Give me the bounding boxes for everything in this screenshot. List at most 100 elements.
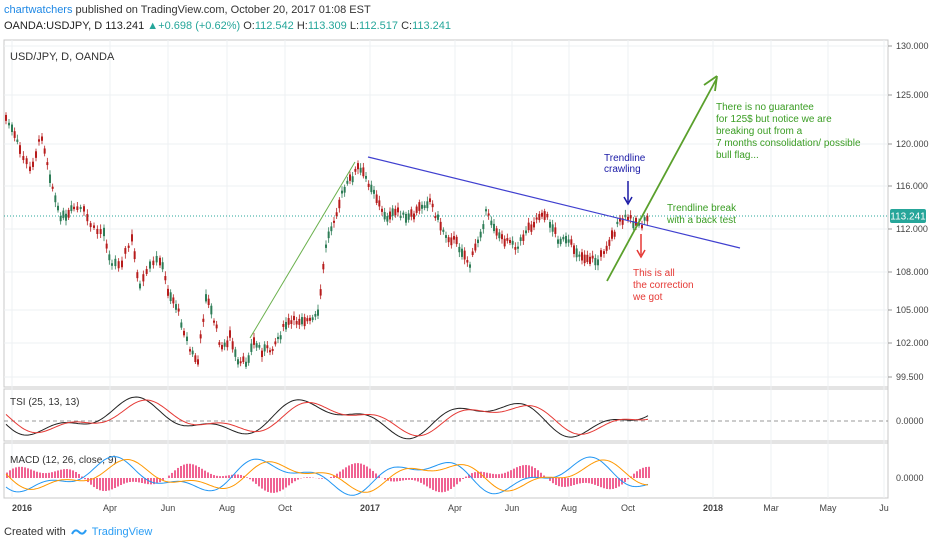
candle-body <box>525 230 527 234</box>
macd-bar <box>120 478 122 486</box>
candle-body <box>346 180 349 184</box>
candle-body <box>354 168 357 172</box>
candle-body <box>621 218 624 225</box>
macd-bar <box>537 470 539 478</box>
macd-bar <box>351 464 353 478</box>
candle-body <box>442 229 445 232</box>
candle-body <box>231 341 234 350</box>
ohlc-header: OANDA:USDJPY, D 113.241 ▲+0.698 (+0.62%)… <box>4 20 451 32</box>
price-tick-label: 99.500 <box>896 372 924 382</box>
price-tick-label: 105.000 <box>896 305 929 315</box>
macd-bar <box>360 463 362 478</box>
tradingview-logo-icon <box>70 529 87 535</box>
candle-body <box>429 198 431 202</box>
candle-body <box>506 238 509 241</box>
candle-body <box>41 136 43 141</box>
candle-body <box>142 274 145 282</box>
macd-bar <box>489 473 491 478</box>
candle-body <box>546 213 549 218</box>
candle-body <box>627 216 629 221</box>
candle-body <box>16 139 19 142</box>
macd-bar <box>639 469 641 478</box>
candle-body <box>381 208 383 212</box>
candle-body <box>54 195 57 203</box>
time-tick-label: Jun <box>161 503 176 513</box>
macd-bar <box>603 478 605 489</box>
candle-body <box>362 167 365 177</box>
candle-body <box>43 148 46 154</box>
candle-body <box>613 231 616 237</box>
author-link[interactable]: chartwatchers <box>4 4 73 16</box>
high-value: 113.309 <box>307 20 347 32</box>
macd-bar <box>81 476 83 478</box>
price-tick-label: 108.000 <box>896 267 929 277</box>
candle-body <box>434 216 437 219</box>
macd-bar <box>417 478 419 482</box>
candle-body <box>117 261 120 269</box>
macd-bar <box>378 475 380 478</box>
macd-bar <box>414 478 416 481</box>
tradingview-brand-link[interactable]: TradingView <box>91 526 153 538</box>
time-axis[interactable]: 2016 Apr Jun Aug Oct 2017 Apr Jun Aug Oct 2018 Mar M… <box>12 503 889 513</box>
candle-body <box>359 167 362 173</box>
candle-body <box>159 257 161 266</box>
macd-bar <box>582 478 584 483</box>
correction-down-arrow-head-icon <box>636 249 646 259</box>
macd-bar <box>462 478 464 479</box>
macd-bar <box>162 478 164 481</box>
macd-bar <box>405 478 407 481</box>
macd-bar <box>525 464 527 478</box>
close-label: C: <box>401 20 413 32</box>
candle-body <box>167 288 169 296</box>
candle-body <box>274 341 277 345</box>
macd-bar <box>468 474 470 478</box>
candle-body <box>533 221 535 228</box>
price-tick-label: 112.000 <box>896 224 928 234</box>
macd-bar <box>336 473 338 478</box>
candle-body <box>638 222 640 226</box>
candle-body <box>479 231 482 238</box>
candle-body <box>311 317 314 321</box>
macd-bar <box>108 478 110 491</box>
candle-body <box>221 345 223 350</box>
candle-body <box>493 223 495 232</box>
candle-body <box>73 206 75 210</box>
macd-bar <box>282 478 284 490</box>
macd-bar <box>237 474 239 478</box>
candle-body <box>530 224 533 232</box>
candle-body <box>439 221 442 231</box>
candle-body <box>99 229 102 235</box>
candle-body <box>210 305 213 315</box>
support-trendline[interactable] <box>249 161 356 339</box>
candle-body <box>477 239 479 244</box>
candle-body <box>597 259 599 266</box>
descending-trendline[interactable] <box>367 156 741 249</box>
candle-body <box>629 215 632 219</box>
candle-body <box>482 224 485 230</box>
candle-body <box>469 264 471 268</box>
candle-body <box>161 262 164 270</box>
candle-body <box>407 213 410 220</box>
candle-body <box>194 355 197 363</box>
price-axis[interactable]: 130.000 125.000 120.000 116.000 112.000 108.0… <box>888 41 929 382</box>
breakout-arrow[interactable] <box>606 77 718 282</box>
candle-body <box>271 348 274 352</box>
candle-body <box>517 246 519 249</box>
macd-bar <box>498 474 500 478</box>
macd-bar <box>558 478 560 487</box>
candle-body <box>89 223 92 228</box>
candle-body <box>583 254 586 264</box>
macd-bar <box>252 478 254 482</box>
macd-bar <box>171 472 173 478</box>
candle-body <box>357 163 359 170</box>
candle-body <box>258 345 261 348</box>
candle-body <box>589 256 591 264</box>
candle-body <box>5 114 7 121</box>
candle-body <box>415 206 418 213</box>
price-tick-label: 130.000 <box>896 41 929 51</box>
macd-bar <box>510 470 512 478</box>
candle-body <box>538 213 541 221</box>
macd-axis-tick: 0.0000 <box>896 473 924 483</box>
low-label: L: <box>349 20 360 32</box>
